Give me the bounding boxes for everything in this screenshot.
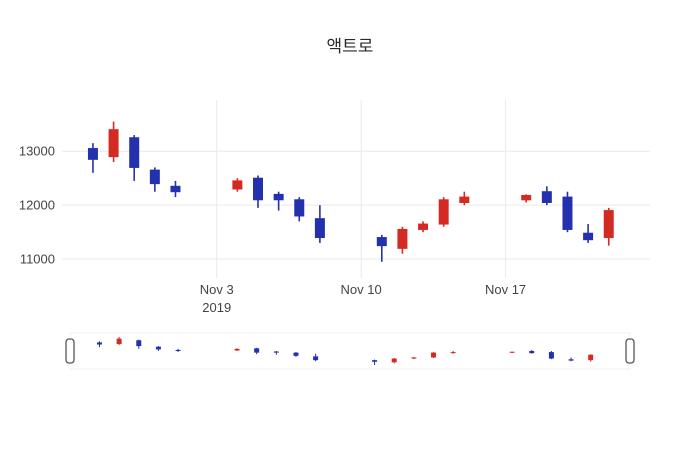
rangeslider-left-handle[interactable] (65, 338, 75, 364)
candle-body (87, 148, 98, 160)
rangeslider-right-handle[interactable] (625, 338, 635, 364)
mini-candle-body (293, 352, 299, 356)
plot-area[interactable] (62, 100, 650, 278)
candle-body (438, 199, 449, 225)
mini-candle-body (529, 351, 535, 354)
candle-body (583, 232, 594, 241)
candle-body (294, 199, 305, 217)
x-tick-label: Nov 10 (341, 282, 382, 297)
rangeslider-track[interactable] (69, 332, 631, 370)
mini-candle-body (234, 348, 240, 351)
y-axis-labels: 11000 12000 13000 (19, 144, 55, 267)
candle-body (459, 196, 470, 203)
mini-candle-body (411, 357, 417, 359)
mini-candle-body (431, 352, 437, 358)
candle-body (170, 185, 181, 193)
candle-body (253, 177, 263, 201)
x-tick-label: Nov 17 (485, 282, 526, 297)
candle-body (603, 210, 614, 239)
mini-candle-body (96, 342, 102, 345)
candle-body (129, 137, 140, 168)
mini-candle-body (391, 358, 397, 363)
x-axis-labels: Nov 3 2019 Nov 10 Nov 17 (200, 282, 526, 315)
mini-candle-body (313, 356, 319, 361)
mini-candle-body (136, 340, 142, 347)
candle-body (314, 218, 325, 239)
chart-title: 액트로 (326, 37, 374, 56)
candle-body (541, 191, 552, 203)
mini-candle-body (155, 346, 161, 350)
mini-candle-body (568, 359, 574, 361)
y-tick-label: 12000 (19, 198, 55, 213)
candle-body (149, 169, 160, 185)
x-tick-label: Nov 3 (200, 282, 234, 297)
x-tick-sublabel: 2019 (202, 300, 231, 315)
mini-candle-body (116, 338, 122, 344)
mini-candle-body (548, 352, 554, 359)
mini-candle-body (254, 348, 260, 353)
candle-body (418, 223, 429, 230)
mini-candle-body (175, 349, 181, 351)
mini-candle-body (588, 354, 594, 361)
candle-body (376, 237, 387, 247)
candle-body (273, 193, 284, 201)
mini-candle-body (509, 351, 515, 353)
candle-body (521, 194, 532, 201)
mini-candle-body (273, 351, 279, 353)
candle-body (562, 196, 573, 230)
mini-candle-body (450, 352, 456, 354)
candles (87, 121, 614, 262)
y-tick-label: 13000 (19, 144, 55, 159)
candle-body (108, 129, 119, 158)
mini-candle-body (372, 360, 378, 362)
candle-body (232, 180, 243, 190)
y-tick-label: 11000 (20, 252, 55, 267)
gridlines (62, 100, 650, 278)
candle-body (397, 228, 408, 249)
rangeslider[interactable] (65, 332, 635, 370)
